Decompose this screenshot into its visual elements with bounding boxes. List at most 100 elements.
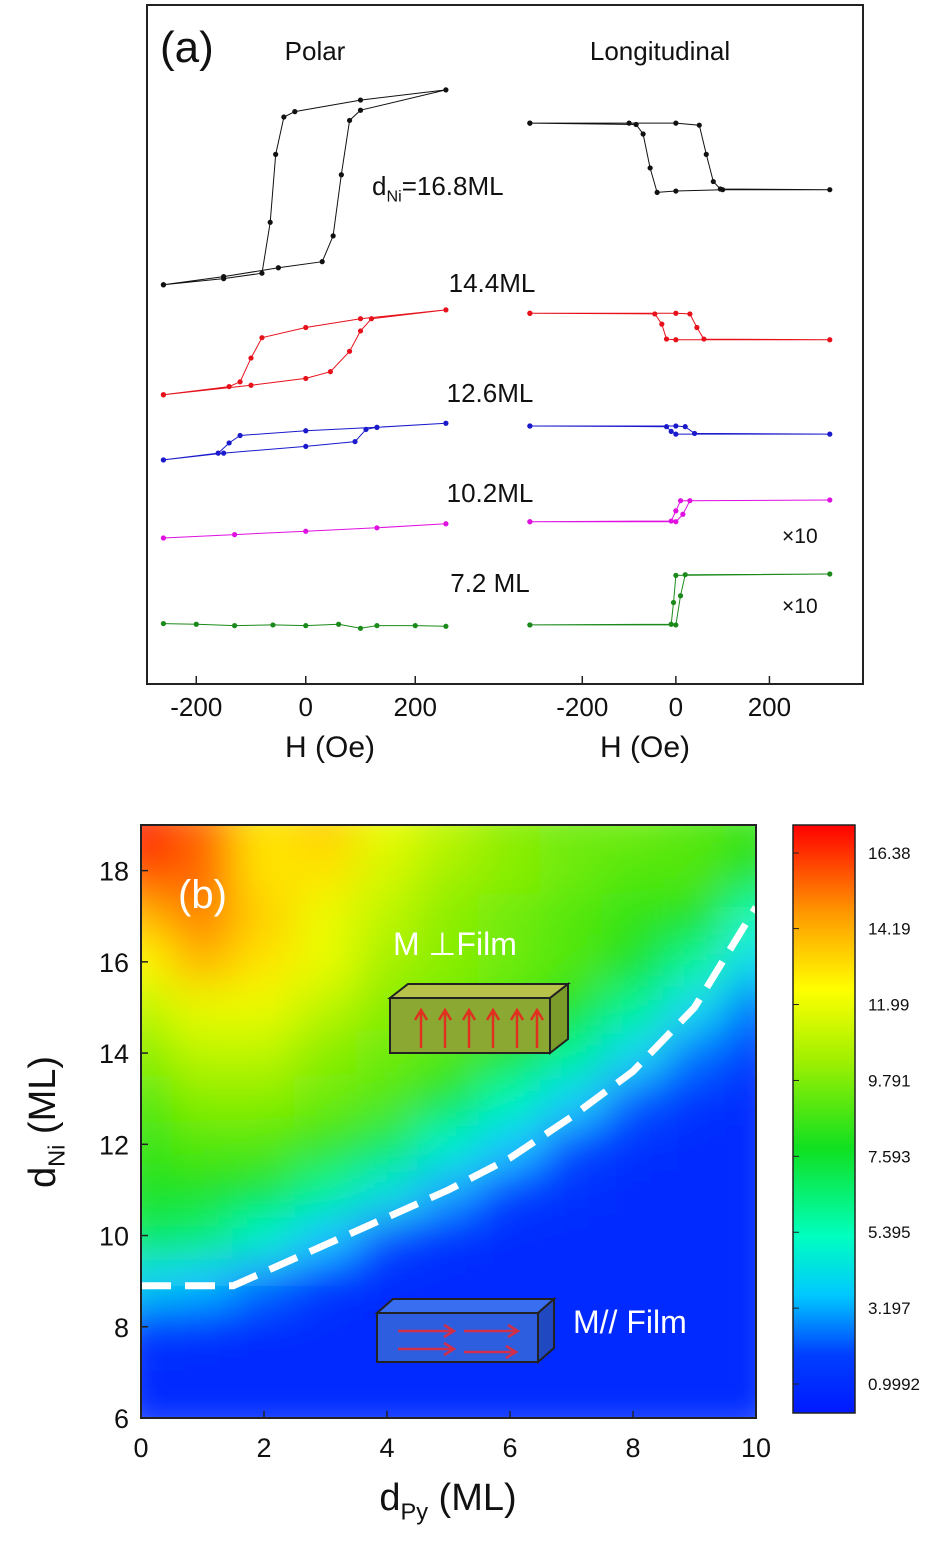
heat-cell: [663, 1121, 726, 1168]
heat-cell: [724, 1303, 756, 1351]
heat-cell: [294, 1166, 357, 1214]
data-point: [226, 383, 232, 390]
heat-cell: [294, 1075, 357, 1122]
heat-cell: [141, 1075, 173, 1122]
text-part: d: [372, 171, 386, 201]
heat-cell: [663, 892, 726, 940]
data-point: [443, 307, 449, 313]
data-point: [357, 107, 364, 113]
data-point: [703, 151, 709, 157]
data-point: [330, 233, 336, 239]
data-point: [319, 259, 325, 265]
data-point: [443, 521, 449, 527]
text-part: d: [22, 1167, 64, 1188]
y-tick-label: 10: [99, 1222, 129, 1252]
y-tick-label: 6: [114, 1404, 129, 1434]
heat-cell: [141, 1394, 173, 1418]
data-point: [527, 310, 533, 316]
loop-line: [529, 122, 830, 193]
heat-cell: [601, 1166, 665, 1214]
data-point: [303, 324, 309, 331]
x-tick-label: 0: [299, 692, 313, 722]
heat-cell: [417, 1257, 480, 1305]
heat-cell: [540, 1349, 603, 1396]
annotation: ×10: [782, 525, 818, 548]
subscript: Ni: [386, 188, 401, 206]
data-point: [221, 276, 227, 282]
data-point: [292, 109, 298, 115]
data-point: [670, 599, 677, 606]
heat-cell: [171, 1075, 234, 1122]
data-point: [357, 328, 364, 334]
heat-cell: [540, 1212, 603, 1259]
heat-cell: [478, 1075, 542, 1122]
heat-cell: [724, 1349, 756, 1396]
heat-cell: [355, 847, 419, 894]
heat-cell: [294, 1349, 357, 1396]
data-point: [663, 336, 670, 342]
heat-cell: [141, 825, 173, 849]
panel-a-frame: [146, 4, 864, 685]
heat-cell: [663, 1257, 726, 1305]
data-point: [352, 438, 358, 445]
heat-cell: [663, 847, 726, 894]
heat-cell: [355, 1121, 419, 1168]
data-point: [346, 117, 353, 124]
data-point: [303, 528, 309, 534]
heat-cell: [417, 1394, 480, 1418]
x-tick-label: 200: [394, 692, 437, 722]
heat-cell: [141, 892, 173, 940]
heat-cell: [232, 1394, 296, 1418]
heat-cell: [294, 984, 357, 1031]
heat-cell: [232, 1303, 296, 1351]
data-point: [303, 443, 309, 449]
y-tick-label: 8: [114, 1313, 129, 1343]
data-point: [248, 355, 254, 361]
heat-cell: [232, 1029, 296, 1077]
data-point: [237, 432, 243, 439]
heat-cell: [294, 1303, 357, 1351]
heat-cell: [540, 1166, 603, 1214]
heat-cell: [724, 1075, 756, 1122]
data-point: [668, 428, 674, 435]
heat-cell: [355, 825, 419, 849]
x-tick-label: 2: [256, 1433, 271, 1463]
heat-cell: [171, 847, 234, 894]
data-point: [374, 623, 380, 629]
heat-cell: [663, 825, 726, 849]
text-part: d: [379, 1477, 400, 1519]
data-point: [327, 369, 333, 375]
data-point: [668, 621, 674, 627]
annotation: 14.4ML: [449, 268, 536, 298]
data-point: [673, 572, 679, 578]
annotation: M// Film: [573, 1304, 687, 1340]
data-point: [527, 622, 533, 628]
heat-cell: [663, 1212, 726, 1259]
data-point: [346, 348, 353, 354]
heat-cell: [724, 1257, 756, 1305]
subscript: Py: [401, 1499, 429, 1525]
data-point: [259, 270, 265, 276]
heat-cell: [294, 938, 357, 986]
heat-cell: [540, 938, 603, 986]
heat-cell: [724, 1029, 756, 1077]
x-tick-label: 4: [379, 1433, 394, 1463]
heat-cell: [355, 892, 419, 940]
data-point: [691, 430, 698, 437]
loop-line: [163, 623, 446, 629]
heat-cell: [294, 1121, 357, 1168]
data-point: [682, 572, 688, 578]
heat-cell: [355, 938, 419, 986]
heat-cell: [478, 1257, 542, 1305]
schematics: [374, 981, 571, 1365]
data-point: [659, 321, 665, 327]
data-point: [673, 519, 679, 525]
data-point: [443, 87, 449, 93]
data-point: [673, 508, 679, 514]
heat-cell: [724, 1394, 756, 1418]
heat-cell: [232, 984, 296, 1031]
heat-cell: [601, 847, 665, 894]
heat-cell: [601, 892, 665, 940]
data-point: [267, 219, 273, 225]
heat-cell: [171, 1349, 234, 1396]
